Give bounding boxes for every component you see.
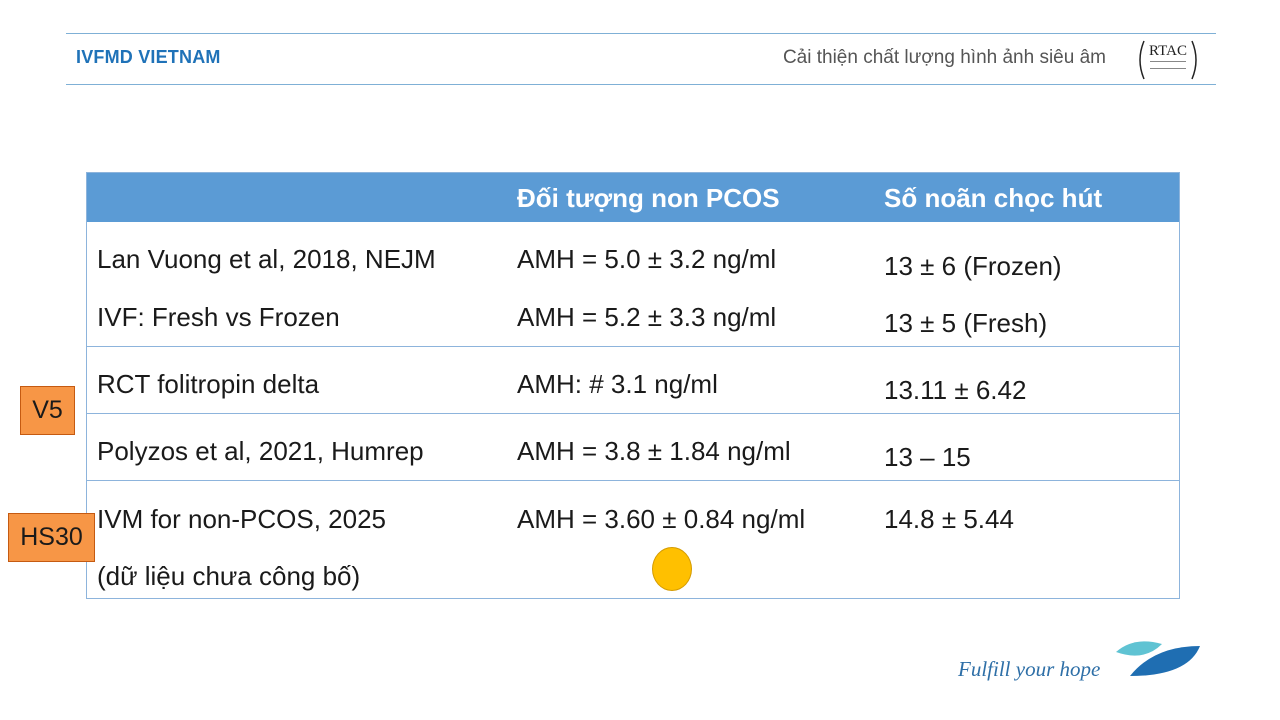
table-cell-amh: AMH: # 3.1 ng/ml <box>517 369 718 399</box>
table-header-row: Đối tượng non PCOS Số noãn chọc hút <box>87 173 1179 222</box>
table-cell-oocytes: 14.8 ± 5.44 <box>884 504 1014 534</box>
footer-slogan: Fulfill your hope <box>958 657 1101 681</box>
table-header-cell-oocytes: Số noãn chọc hút <box>884 183 1103 213</box>
yellow-dot-marker <box>652 547 692 591</box>
table-cell-oocytes: 13 – 15 <box>884 442 971 472</box>
leaves-logo-icon <box>1116 641 1200 676</box>
data-table: Đối tượng non PCOS Số noãn chọc hút Lan … <box>86 172 1180 599</box>
header-bottom-line <box>66 84 1216 85</box>
table-cell-amh: AMH = 5.2 ± 3.3 ng/ml <box>517 302 777 332</box>
slide-header-title: Cải thiện chất lượng hình ảnh siêu âm <box>782 47 1106 68</box>
rtac-logo-brackets-icon <box>1139 40 1197 80</box>
table-cell-study: Polyzos et al, 2021, Humrep <box>97 436 424 466</box>
table-cell-study: IVM for non-PCOS, 2025 <box>97 504 387 534</box>
table-row-divider <box>87 480 1179 481</box>
rtac-logo: RTAC <box>1136 39 1200 81</box>
table-cell-amh: AMH = 3.8 ± 1.84 ng/ml <box>517 436 791 466</box>
table-cell-amh: AMH = 5.0 ± 3.2 ng/ml <box>517 244 777 274</box>
table-cell-study: RCT folitropin delta <box>97 369 320 399</box>
table-row-divider <box>87 346 1179 347</box>
table-cell-oocytes: 13 ± 5 (Fresh) <box>884 308 1048 338</box>
table-row-divider <box>87 413 1179 414</box>
table-cell-oocytes: 13 ± 6 (Frozen) <box>884 251 1062 281</box>
table-cell-study: Lan Vuong et al, 2018, NEJM <box>97 244 436 274</box>
badge-v5: V5 <box>20 386 75 435</box>
table-cell-amh: AMH = 3.60 ± 0.84 ng/ml <box>517 504 806 534</box>
table-cell-oocytes: 13.11 ± 6.42 <box>884 375 1027 405</box>
rtac-logo-subtext-lines <box>1150 61 1186 69</box>
table-cell-study: IVF: Fresh vs Frozen <box>97 302 340 332</box>
table-header-cell-amh: Đối tượng non PCOS <box>517 183 780 213</box>
brand-name: IVFMD VIETNAM <box>76 47 221 67</box>
header-top-line <box>66 33 1216 34</box>
badge-hs30: HS30 <box>8 513 95 562</box>
table-cell-study: (dữ liệu chưa công bố) <box>97 561 361 591</box>
rtac-logo-text: RTAC <box>1149 43 1187 59</box>
